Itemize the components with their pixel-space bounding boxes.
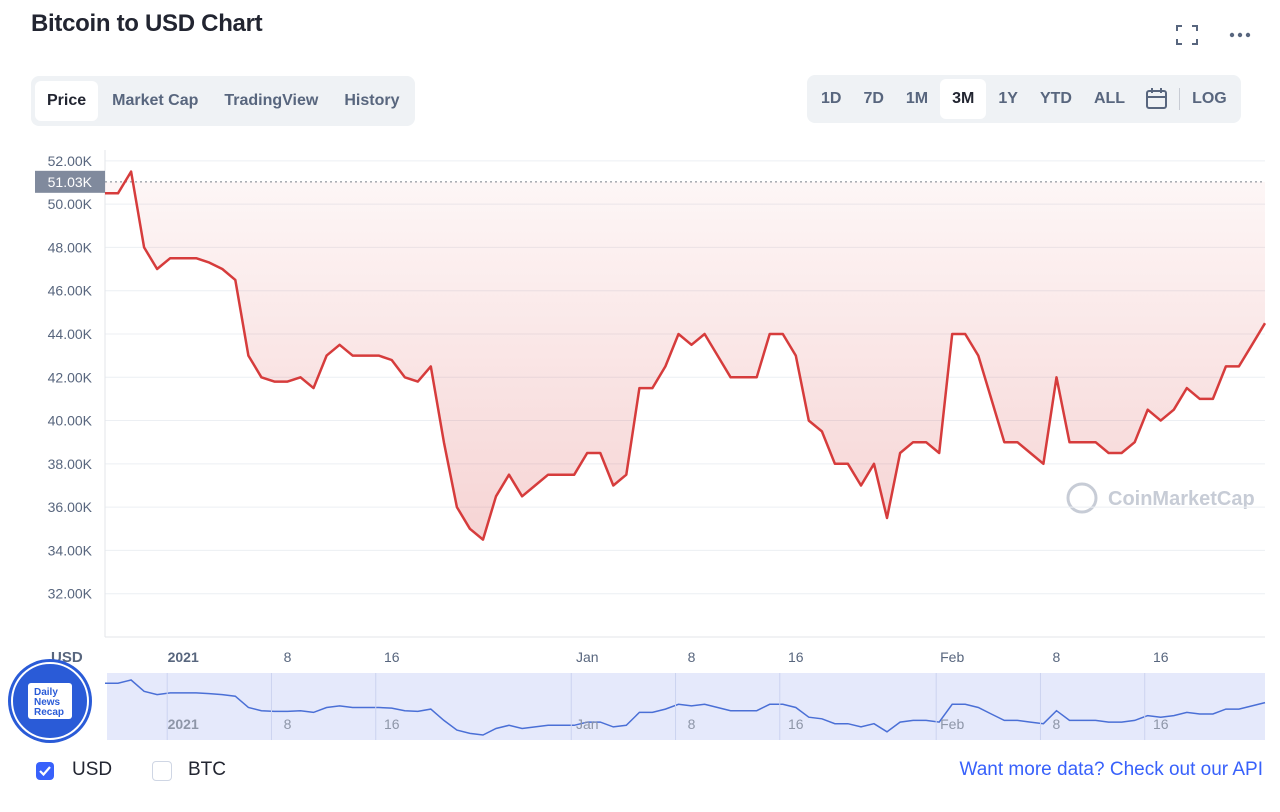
y-tick-label: 38.00K: [48, 456, 93, 472]
more-icon[interactable]: [1229, 31, 1251, 39]
y-tick-label: 32.00K: [48, 586, 93, 602]
watermark: CoinMarketCap: [1108, 488, 1255, 510]
area: [105, 171, 1265, 540]
navigator: [107, 673, 1265, 740]
range[interactable]: 1Y: [998, 90, 1018, 107]
tab-group: Price Market Cap TradingView History: [31, 76, 416, 126]
y-tick-label: 48.00K: [48, 239, 93, 255]
tab[interactable]: History: [344, 92, 400, 109]
prompt: Want more data?: [959, 759, 1105, 780]
divider: [1179, 88, 1181, 110]
badge-text: Recap: [34, 707, 64, 718]
y-tick-label: 52.00K: [48, 153, 93, 169]
x-tick-label: 16: [788, 649, 804, 665]
badge-text: Daily: [34, 687, 58, 698]
current-price-tag: [35, 170, 105, 193]
navigator-line: [105, 679, 1266, 736]
tab[interactable]: Price: [35, 81, 99, 121]
badge: Daily News Recap: [8, 659, 92, 743]
badge-text: News: [34, 697, 61, 708]
calendar-icon[interactable]: [1137, 87, 1177, 111]
checkbox-label: USD: [72, 759, 113, 780]
navigator-label: 16: [384, 716, 400, 732]
checkbox[interactable]: [36, 762, 54, 780]
range-group: 1D 7D 1M 3M 1Y YTD ALL LOG: [807, 75, 1241, 123]
price-line: [105, 170, 1267, 541]
log-toggle[interactable]: LOG: [1192, 90, 1227, 107]
y-tick-label: 46.00K: [48, 283, 93, 299]
api-link[interactable]: Check out our API: [1109, 759, 1263, 780]
range[interactable]: 1M: [905, 90, 929, 107]
y-tick-label: 44.00K: [48, 326, 93, 342]
x-tick-label: Jan: [576, 649, 599, 665]
y-tick-label: 50.00K: [48, 196, 93, 212]
y-tick-label: 40.00K: [48, 413, 93, 429]
y-tick-label: 36.00K: [48, 499, 93, 515]
current-price-label: 51.03K: [48, 174, 93, 190]
navigator-label: 8: [284, 716, 292, 732]
navigator-label: 2021: [168, 716, 199, 732]
api-prompt: Want more data? Check out our API: [960, 759, 1263, 781]
y-tick-label: 42.00K: [48, 369, 93, 385]
title: Bitcoin to USD Chart: [31, 10, 263, 37]
navigator-label: 8: [1053, 716, 1061, 732]
navigator-label: Jan: [576, 716, 599, 732]
checkbox-label: BTC: [188, 759, 226, 780]
navigator-label: Feb: [940, 716, 964, 732]
tab[interactable]: Market Cap: [112, 92, 199, 109]
watermark-logo: [1066, 482, 1098, 514]
range[interactable]: ALL: [1093, 90, 1126, 107]
range[interactable]: 7D: [863, 90, 884, 107]
range[interactable]: 1D: [821, 90, 842, 107]
tab[interactable]: TradingView: [224, 92, 319, 109]
x-tick-label: 8: [284, 649, 292, 665]
x-tick-label: 8: [1053, 649, 1061, 665]
x-tick-label: 16: [1153, 649, 1169, 665]
x-tick-label: Feb: [940, 649, 964, 665]
x-tick-label: 16: [384, 649, 400, 665]
checkbox[interactable]: [152, 761, 172, 781]
navigator-label: 16: [788, 716, 804, 732]
y-tick-label: 34.00K: [48, 542, 93, 558]
navigator-label: 8: [688, 716, 696, 732]
fullscreen-icon[interactable]: [1176, 25, 1198, 45]
range[interactable]: 3M: [940, 79, 987, 119]
x-tick-label: 8: [688, 649, 696, 665]
x-tick-label: 2021: [168, 649, 199, 665]
navigator-label: 16: [1153, 716, 1169, 732]
range[interactable]: YTD: [1039, 90, 1072, 107]
